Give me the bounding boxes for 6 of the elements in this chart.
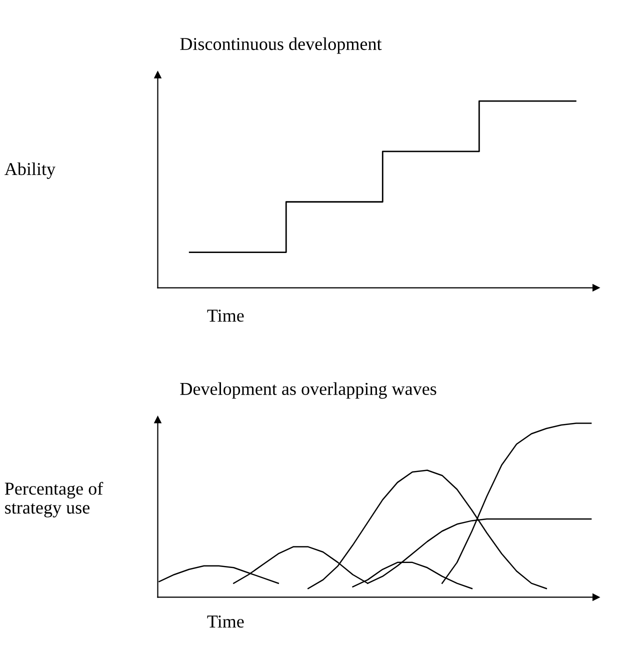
y-axis-title: Ability <box>4 162 56 179</box>
x-axis-title: Time <box>207 616 244 628</box>
y-axis-title: Percentage of strategy use <box>4 482 104 518</box>
x-axis-title: Time <box>207 310 244 322</box>
chart-title: Discontinuous development <box>180 37 382 54</box>
chart-title: Development as overlapping waves <box>180 382 436 399</box>
